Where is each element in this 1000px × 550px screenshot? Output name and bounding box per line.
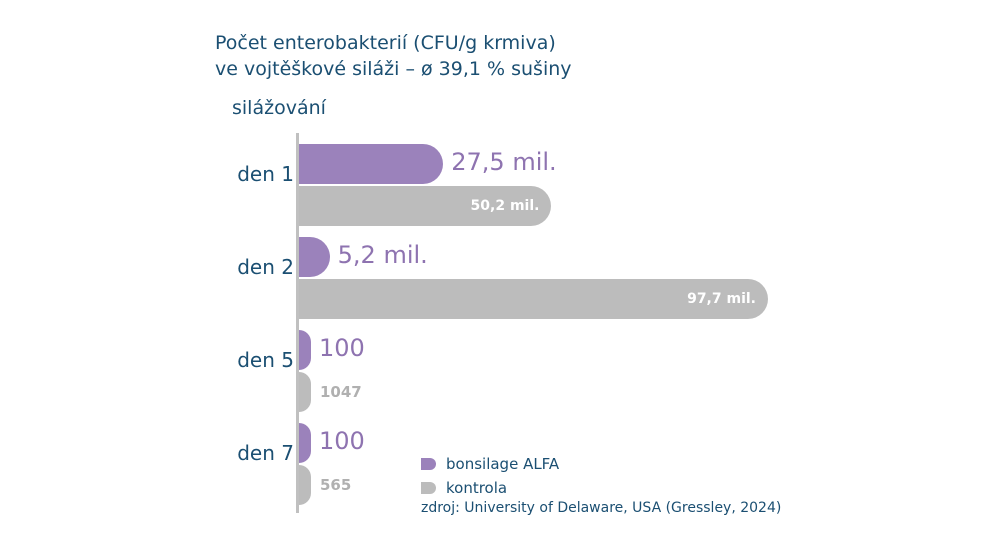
- legend: bonsilage ALFA kontrola: [421, 452, 559, 500]
- bar-kontrola: [299, 465, 311, 505]
- legend-label-kontrola: kontrola: [446, 479, 508, 497]
- category-label: den 2: [237, 255, 294, 279]
- y-axis-line: [296, 133, 299, 513]
- bar-bonsilage: [299, 237, 330, 277]
- data-label-bonsilage: 27,5 mil.: [451, 148, 557, 176]
- bar-kontrola: [299, 279, 768, 319]
- category-label: den 1: [237, 162, 294, 186]
- source-note: zdroj: University of Delaware, USA (Gres…: [421, 500, 782, 516]
- legend-label-bonsilage: bonsilage ALFA: [446, 455, 560, 473]
- data-label-bonsilage: 100: [319, 427, 365, 455]
- category-label: den 7: [237, 441, 294, 465]
- category-label: den 5: [237, 348, 294, 372]
- data-label-kontrola: 565: [320, 476, 352, 494]
- data-label-bonsilage: 100: [319, 334, 365, 362]
- bar-bonsilage: [299, 144, 444, 184]
- legend-swatch-bonsilage: [421, 458, 436, 470]
- data-label-bonsilage: 5,2 mil.: [337, 241, 428, 269]
- y-axis-label: silážování: [232, 97, 326, 119]
- data-label-kontrola: 97,7 mil.: [687, 291, 756, 307]
- chart-title-line-2: ve vojtěškové siláži – ø 39,1 % sušiny: [215, 58, 572, 80]
- legend-item-bonsilage: bonsilage ALFA: [421, 452, 559, 476]
- legend-item-kontrola: kontrola: [421, 476, 559, 500]
- data-label-kontrola: 1047: [320, 383, 362, 401]
- bar-kontrola: [299, 186, 552, 226]
- bar-bonsilage: [299, 423, 311, 463]
- bar-bonsilage: [299, 330, 311, 370]
- data-label-kontrola: 50,2 mil.: [470, 198, 540, 214]
- legend-swatch-kontrola: [421, 482, 436, 494]
- chart-title-line-1: Počet enterobakterií (CFU/g krmiva): [215, 32, 556, 54]
- bar-kontrola: [299, 372, 311, 412]
- chart-title: Počet enterobakterií (CFU/g krmiva) ve v…: [215, 30, 572, 82]
